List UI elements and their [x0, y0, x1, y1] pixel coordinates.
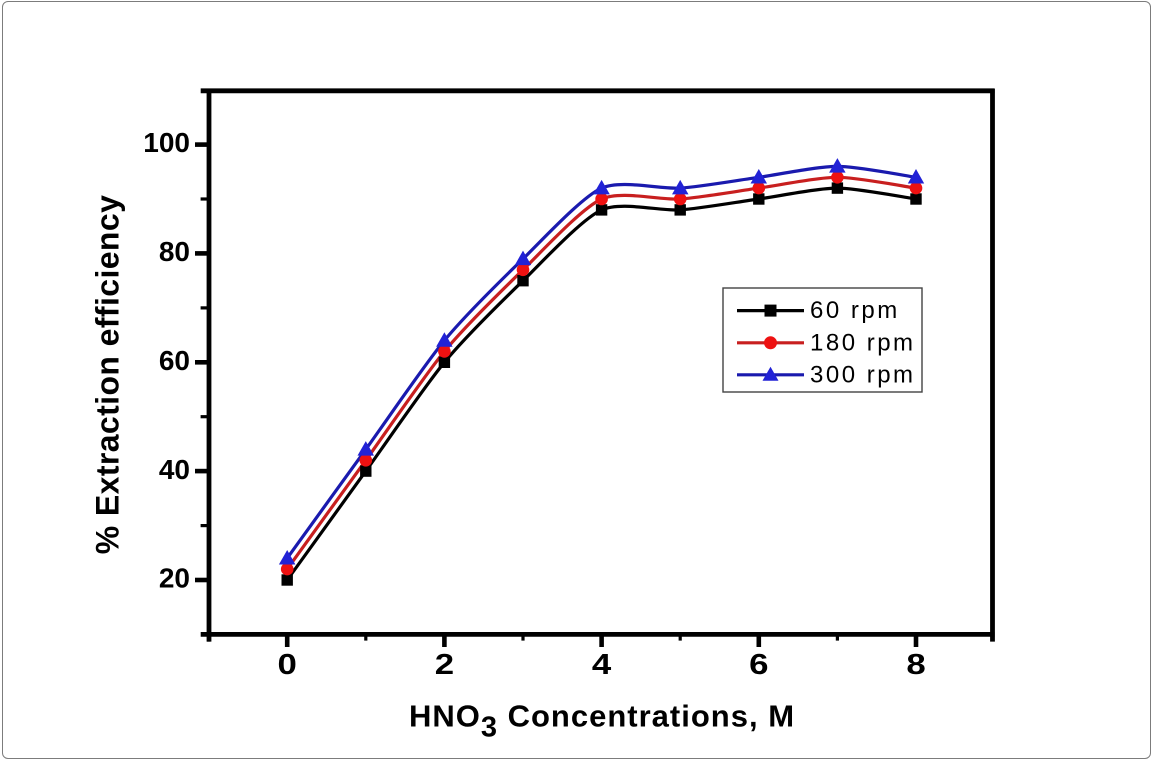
svg-text:100: 100: [143, 127, 190, 158]
svg-text:0: 0: [278, 648, 297, 681]
svg-text:6: 6: [749, 648, 768, 681]
svg-text:% Extraction efficiency: % Extraction efficiency: [90, 195, 126, 555]
svg-text:60: 60: [159, 345, 190, 376]
svg-text:180 rpm: 180 rpm: [810, 329, 916, 356]
svg-text:80: 80: [159, 236, 190, 267]
svg-text:4: 4: [592, 648, 612, 681]
svg-text:40: 40: [159, 454, 190, 485]
svg-text:20: 20: [159, 563, 190, 594]
svg-text:300 rpm: 300 rpm: [810, 361, 916, 388]
svg-text:HNO3 Concentrations, M: HNO3 Concentrations, M: [409, 699, 795, 744]
svg-text:2: 2: [435, 648, 454, 681]
svg-text:60 rpm: 60 rpm: [810, 297, 900, 324]
svg-text:8: 8: [906, 648, 925, 681]
